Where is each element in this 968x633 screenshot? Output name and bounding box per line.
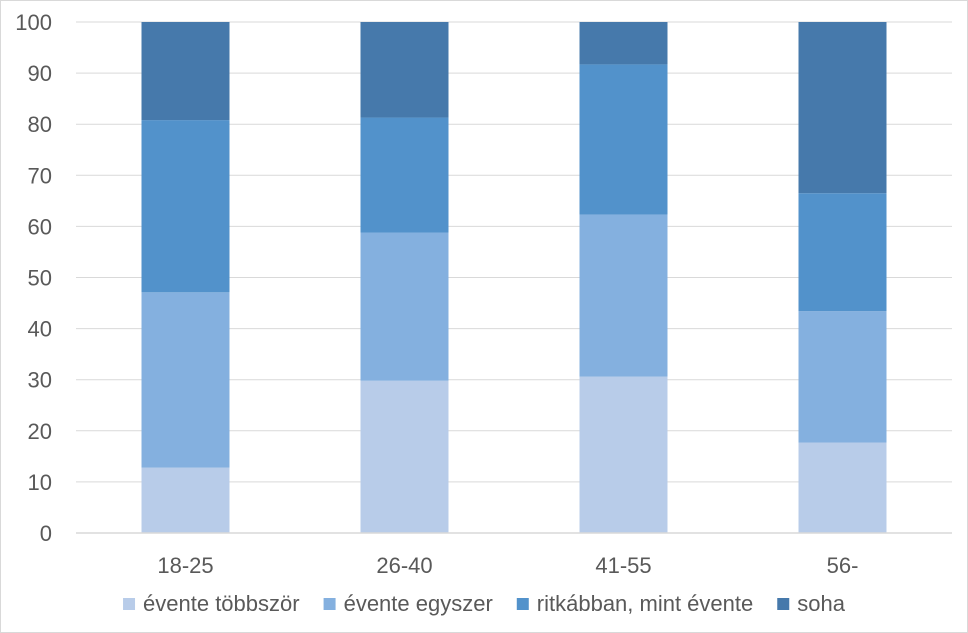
y-tick-label: 70 (28, 163, 52, 188)
legend-swatch (123, 598, 136, 610)
x-tick-label: 18-25 (157, 553, 213, 578)
x-tick-label: 56- (827, 553, 859, 578)
x-tick-label: 41-55 (595, 553, 651, 578)
y-tick-label: 80 (28, 112, 52, 137)
bar-segment (579, 22, 668, 65)
bar-segment (798, 22, 887, 194)
legend-swatch (516, 598, 529, 610)
bar-segment (798, 311, 887, 443)
bar-segment (360, 22, 449, 118)
y-tick-label: 60 (28, 214, 52, 239)
y-tick-label: 20 (28, 419, 52, 444)
bar-segment (360, 117, 449, 233)
legend-item: évente egyszer (323, 591, 493, 616)
bar-segment (798, 193, 887, 312)
legend-label: évente többször (143, 591, 300, 616)
bar-segment (579, 376, 668, 533)
y-tick-label: 40 (28, 317, 52, 342)
y-tick-label: 90 (28, 61, 52, 86)
bar-segment (798, 442, 887, 533)
bar-segment (141, 22, 230, 121)
y-tick-label: 100 (15, 10, 52, 35)
legend-item: ritkábban, mint évente (516, 591, 753, 616)
bars (141, 22, 887, 533)
y-tick-label: 0 (40, 521, 52, 546)
bar-segment (141, 292, 230, 468)
legend-label: évente egyszer (344, 591, 493, 616)
axes: 0 10 20 30 40 50 60 70 80 90 100 18-25 26-40 41-55 56- (15, 10, 952, 578)
bar-segment (360, 380, 449, 533)
bar-segment (141, 467, 230, 533)
legend-item: évente többször (123, 591, 300, 616)
y-tick-label: 50 (28, 266, 52, 291)
legend-label: soha (797, 591, 845, 616)
bar-segment (579, 214, 668, 377)
bar-segment (360, 232, 449, 381)
bar-segment (141, 120, 230, 293)
legend-swatch (777, 598, 790, 610)
legend-swatch (323, 598, 336, 610)
y-tick-label: 10 (28, 470, 52, 495)
y-tick-label: 30 (28, 368, 52, 393)
legend-label: ritkábban, mint évente (537, 591, 753, 616)
legend-item: soha (777, 591, 846, 616)
legend: évente többször évente egyszer ritkábban, … (123, 591, 846, 616)
x-tick-label: 26-40 (376, 553, 432, 578)
bar-segment (579, 64, 668, 215)
